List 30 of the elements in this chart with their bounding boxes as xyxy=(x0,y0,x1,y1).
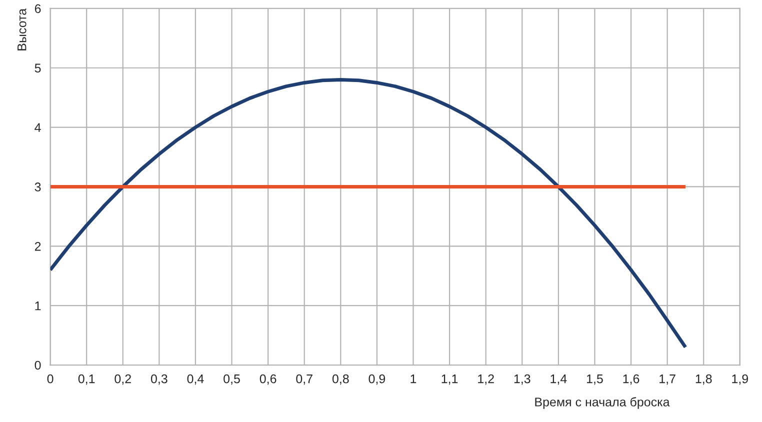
x-tick-label: 0,2 xyxy=(114,374,131,385)
x-tick-label: 0 xyxy=(47,374,54,384)
y-tick-label: 4 xyxy=(34,123,41,132)
x-tick-label: 1,3 xyxy=(514,374,530,385)
x-tick-label: 1,8 xyxy=(696,374,712,385)
y-axis-title: Высота xyxy=(18,8,26,50)
y-tick-label: 6 xyxy=(34,4,41,14)
line-series xyxy=(50,78,688,349)
y-tick-label: 2 xyxy=(34,242,41,251)
x-tick-label: 0,4 xyxy=(187,374,204,385)
y-tick-label: 5 xyxy=(34,64,41,73)
y-tick-label: 0 xyxy=(34,360,41,370)
x-tick-label: 0,7 xyxy=(296,374,312,385)
x-axis-title: Время с начала броска xyxy=(535,397,670,409)
x-tick-label: 0,1 xyxy=(78,374,95,385)
x-tick-label: 1,2 xyxy=(478,374,494,385)
x-tick-label: 1,5 xyxy=(586,374,603,385)
y-tick-label: 3 xyxy=(34,182,41,192)
x-tick-label: 0,3 xyxy=(150,374,168,385)
x-tick-label: 1,7 xyxy=(660,374,676,385)
x-tick-label: 1 xyxy=(410,374,416,384)
y-tick-label: 1 xyxy=(35,302,41,310)
x-tick-label: 0,5 xyxy=(224,374,240,385)
x-tick-label: 0,9 xyxy=(368,374,386,385)
x-tick-label: 0,6 xyxy=(260,374,276,385)
x-tick-label: 0,8 xyxy=(332,374,349,385)
x-tick-label: 1,6 xyxy=(623,374,640,385)
x-tick-label: 1,1 xyxy=(442,374,458,385)
x-tick-label: 1,9 xyxy=(732,374,748,385)
x-tick-label: 1,4 xyxy=(550,374,567,385)
